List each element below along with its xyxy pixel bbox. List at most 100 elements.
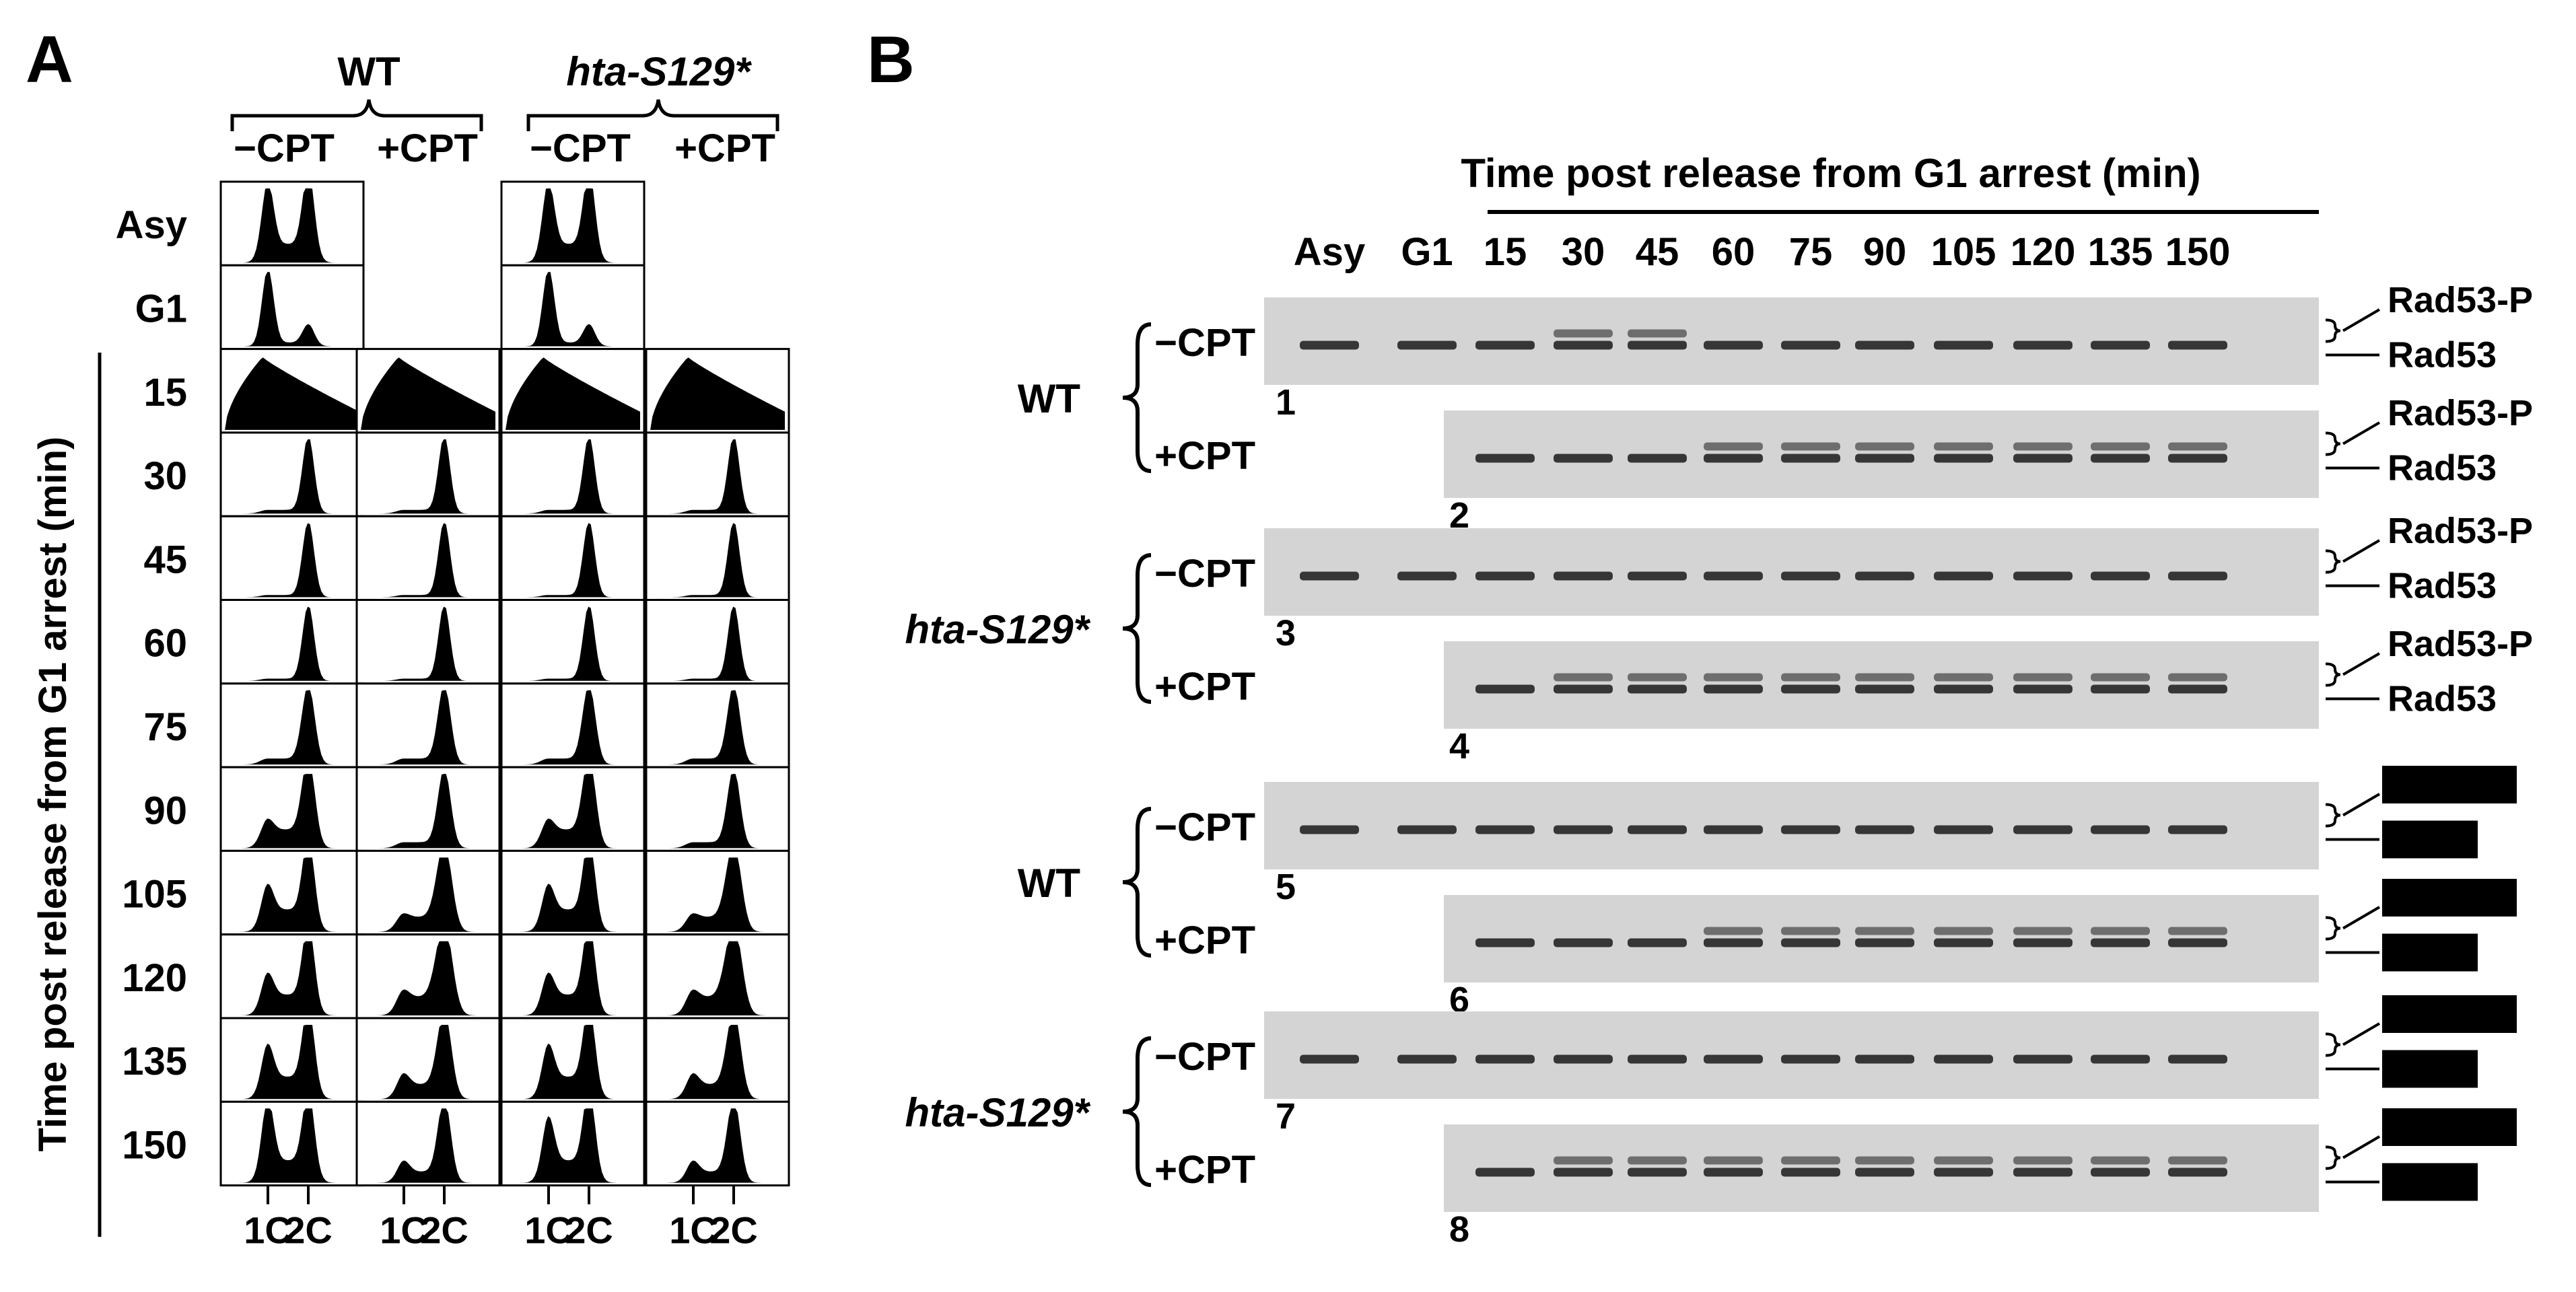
facs-histogram (500, 1017, 646, 1103)
blot-band (1628, 938, 1687, 947)
blot-band-shifted (1704, 442, 1763, 451)
facs-histogram (500, 849, 646, 936)
blot-band (2013, 938, 2073, 947)
facs-row-label: 150 (122, 1123, 187, 1167)
blot-condition-label: +CPT (1154, 434, 1255, 478)
facs-grid: Asy G1 15 30 45 60 75 90 105 120 135 150 (116, 180, 790, 1187)
lane-label: 90 (1863, 230, 1907, 274)
protein-box (2382, 933, 2478, 972)
condition-label-2: +CPT (377, 127, 478, 170)
protein-label: Rad9 (2388, 1049, 2476, 1089)
band-bracket (2325, 549, 2341, 574)
blot-band (1475, 340, 1535, 350)
protein-label: Rad9 (2388, 1162, 2476, 1203)
protein-p-box (2382, 766, 2517, 803)
blot-band-shifted (1855, 1156, 1914, 1165)
blot-band (1781, 938, 1840, 947)
blot-band (1475, 825, 1535, 834)
facs-histogram (645, 766, 790, 852)
facs-histogram (500, 682, 646, 768)
facs-histogram (645, 515, 790, 602)
lane-label: 45 (1636, 230, 1679, 274)
band-bracket (2325, 803, 2341, 828)
protein-p-label: Rad9-P (2388, 764, 2513, 805)
protein-p-label: Rad53-P (2388, 280, 2533, 320)
blot-band (1855, 571, 1914, 581)
label-leader (2342, 652, 2381, 676)
strain-label-hta: hta-S129* (566, 49, 752, 94)
blot-number: 7 (1276, 1096, 1296, 1137)
facs-row: 120 (122, 933, 790, 1019)
blot-band-shifted (1781, 1156, 1840, 1165)
blot-number: 8 (1449, 1209, 1469, 1250)
facs-histogram (645, 933, 790, 1019)
blot-band (1475, 684, 1535, 694)
blot-band (1704, 825, 1763, 834)
blot-band (2091, 1168, 2150, 1177)
facs-row-label: 135 (122, 1040, 187, 1083)
protein-label: Rad9 (2388, 933, 2476, 973)
facs-tick-label: 2C (709, 1209, 758, 1252)
facs-row-label: 120 (122, 956, 187, 1000)
blot-number: 1 (1276, 382, 1296, 423)
blot-band (1554, 938, 1613, 947)
blot-band (1934, 340, 1993, 350)
blot-band (1781, 1054, 1840, 1064)
facs-tick-label: 1C (380, 1209, 428, 1252)
blot-band-shifted (2013, 442, 2073, 451)
panel-b: B Time post release from G1 arrest (min)… (867, 22, 2533, 1250)
label-leader (2342, 539, 2381, 563)
blot-strip: +CPT 4 Rad53-P Rad53 (1154, 624, 2533, 766)
wt-brace (230, 99, 483, 131)
condition-label-4: +CPT (674, 127, 775, 170)
blot-band-shifted (1704, 927, 1763, 935)
facs-tick-label: 1C (669, 1209, 718, 1252)
facs-row: 75 (143, 682, 790, 768)
blot-band (2091, 1054, 2150, 1064)
facs-histogram (500, 599, 646, 685)
protein-p-box (2382, 1108, 2517, 1146)
facs-histogram (355, 1017, 501, 1103)
facs-tick-label: 1C (244, 1209, 292, 1252)
blot-band (1704, 684, 1763, 694)
protein-p-label: Rad53-P (2388, 393, 2533, 433)
blot-band (1781, 340, 1840, 350)
lane-labels: Asy G1 15 30 45 60 75 90 105 120 135 150 (1294, 230, 2231, 274)
blot-band (2013, 571, 2073, 581)
blot-band (1934, 938, 1993, 947)
protein-label: Rad53 (2388, 679, 2497, 719)
blot-band-shifted (1554, 673, 1613, 682)
facs-histogram (645, 431, 790, 517)
facs-row: 45 (143, 515, 790, 602)
facs-histogram (219, 180, 365, 266)
blot-band (1628, 340, 1687, 350)
facs-histogram (219, 348, 365, 434)
blot-band-shifted (1554, 329, 1613, 338)
blot-band (2168, 938, 2227, 947)
facs-row-label: 45 (143, 538, 187, 581)
blot-band (1397, 1054, 1457, 1064)
facs-histogram (500, 1100, 646, 1187)
blot-band (1781, 571, 1840, 581)
protein-label: Rad53 (2388, 566, 2497, 606)
blot-strip: +CPT 8 Rad9-P Rad9 (1154, 1107, 2517, 1250)
blot-band (1704, 340, 1763, 350)
facs-histogram (219, 599, 365, 685)
facs-histogram (500, 431, 646, 517)
blot-band-shifted (1934, 927, 1993, 935)
blot-band-shifted (1628, 1156, 1687, 1165)
blot-band (1781, 1168, 1840, 1177)
blot-band-shifted (1855, 673, 1914, 682)
blot-band (2013, 454, 2073, 463)
blot-group: hta-S129* −CPT 3 Rad53-P Rad53 +CPT 4 Rad53-P Ra… (905, 511, 2534, 766)
blot-band (1475, 571, 1535, 581)
facs-histogram (645, 599, 790, 685)
blot-group: hta-S129* −CPT 7 Rad9-P Rad9 +CPT 8 Rad9-P Rad9 (905, 994, 2517, 1250)
blot-band (2168, 1054, 2227, 1064)
protein-p-label: Rad53-P (2388, 624, 2533, 664)
blot-strain-label: WT (1018, 861, 1080, 906)
blot-band-shifted (1934, 442, 1993, 451)
